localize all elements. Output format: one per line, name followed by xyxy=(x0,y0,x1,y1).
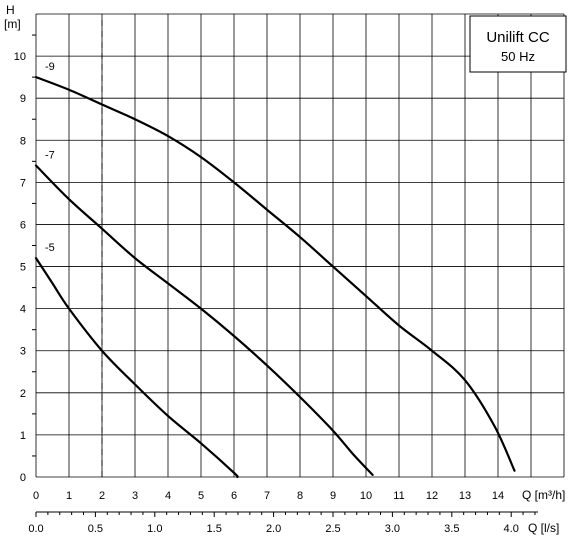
title-box-frame xyxy=(469,15,567,73)
y-tick-label: 5 xyxy=(20,262,26,274)
curve-minus9 xyxy=(34,76,516,472)
y-tick-label: 6 xyxy=(20,219,26,231)
x-tick-label: 3 xyxy=(132,490,138,502)
x-tick-label: 6 xyxy=(231,490,237,502)
x2-tick-label: 0.0 xyxy=(28,523,43,535)
x-tick-label: 9 xyxy=(330,490,336,502)
x2-tick-label: 3.0 xyxy=(385,523,400,535)
curve-label: -5 xyxy=(45,242,55,254)
x2-tick-label: 4.0 xyxy=(504,523,519,535)
curve-label: -7 xyxy=(45,150,55,162)
x2-tick-label: 2.0 xyxy=(266,523,281,535)
x-tick-label: 5 xyxy=(198,490,204,502)
y-tick-label: 4 xyxy=(20,304,26,316)
x-tick-label: 4 xyxy=(165,490,171,502)
y-tick-label: 1 xyxy=(20,430,26,442)
x-tick-label: 8 xyxy=(297,490,303,502)
chart-title: Unilift CC xyxy=(486,29,550,46)
y-tick-label: 9 xyxy=(20,93,26,105)
grid xyxy=(35,13,565,478)
y-tick-label: 7 xyxy=(20,177,26,189)
x-tick-label: 10 xyxy=(360,490,372,502)
y-axis-label: H xyxy=(6,3,15,17)
y-tick-label: 10 xyxy=(14,51,26,63)
x-tick-label: 12 xyxy=(426,490,438,502)
x-tick-label: 0 xyxy=(33,490,39,502)
curve-minus7 xyxy=(34,164,374,476)
curve-label: -9 xyxy=(45,61,55,73)
y-tick-label: 2 xyxy=(20,388,26,400)
x2-tick-label: 3.5 xyxy=(444,523,459,535)
x2-tick-label: 2.5 xyxy=(325,523,340,535)
chart-subtitle: 50 Hz xyxy=(501,49,535,64)
x-tick-label: 11 xyxy=(393,490,404,502)
x2-tick-label: 0.5 xyxy=(88,523,103,535)
x-axis-label: Q [m³/h] xyxy=(522,488,565,502)
x-tick-label: 2 xyxy=(99,490,105,502)
y-tick-label: 0 xyxy=(20,472,26,484)
x-tick-label: 7 xyxy=(264,490,270,502)
y-axis-unit: [m] xyxy=(4,17,21,31)
y-tick-label: 3 xyxy=(20,346,26,358)
curve-minus5 xyxy=(34,257,239,479)
x2-axis-label: Q [l/s] xyxy=(528,521,559,535)
title-box: Unilift CC 50 Hz xyxy=(469,15,567,73)
x2-tick-label: 1.0 xyxy=(147,523,162,535)
x-tick-label: 13 xyxy=(459,490,471,502)
x-tick-label: 14 xyxy=(492,490,504,502)
x-tick-label: 1 xyxy=(66,490,72,502)
x2-tick-label: 1.5 xyxy=(207,523,222,535)
y-tick-label: 8 xyxy=(20,135,26,147)
curves: -9 -7 -5 xyxy=(34,20,516,479)
